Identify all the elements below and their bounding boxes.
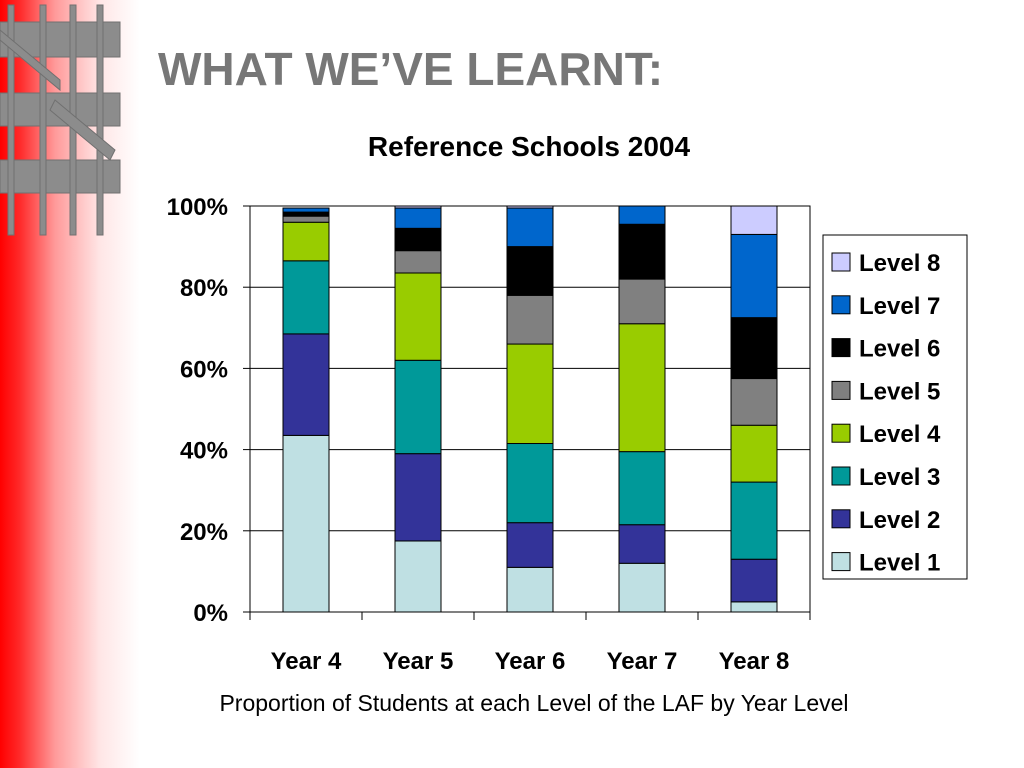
legend-swatch <box>831 466 851 486</box>
bar-segment <box>282 211 330 217</box>
legend-label: Level 5 <box>859 378 940 405</box>
bar-segment <box>506 522 554 568</box>
bar-segment <box>730 233 778 319</box>
slide-title: WHAT WE’VE LEARNT: <box>158 43 664 95</box>
legend-swatch <box>831 338 851 358</box>
bar-segment <box>394 540 442 613</box>
legend-swatch <box>831 509 851 529</box>
bar-segment <box>618 323 666 453</box>
bar-segment <box>730 378 778 426</box>
legend-swatch <box>831 423 851 443</box>
bar-segment <box>730 205 778 235</box>
bar-segment <box>618 524 666 564</box>
bar-segment <box>282 221 330 262</box>
x-tick-label: Year 7 <box>607 648 678 675</box>
bar-segment <box>506 443 554 524</box>
y-tick-label: 20% <box>180 519 228 546</box>
bar-segment <box>282 215 330 223</box>
bar-segment <box>730 424 778 483</box>
y-tick-label: 80% <box>180 275 228 302</box>
y-tick-label: 60% <box>180 356 228 383</box>
legend-label: Level 8 <box>859 250 940 277</box>
plot-area-frame <box>249 205 811 613</box>
bar-segment <box>282 434 330 613</box>
bar-segment <box>394 453 442 542</box>
bar-segment <box>618 278 666 325</box>
legend-swatch <box>831 552 851 572</box>
bar-segment <box>730 317 778 380</box>
bar-segment <box>506 207 554 248</box>
bars <box>282 205 778 613</box>
bar-segment <box>618 223 666 280</box>
y-tick-label: 40% <box>180 438 228 465</box>
legend-label: Level 3 <box>859 464 940 491</box>
bar-segment <box>506 343 554 445</box>
bar-segment <box>394 250 442 274</box>
bar-segment <box>730 558 778 603</box>
legend-label: Level 7 <box>859 293 940 320</box>
bar-segment <box>394 272 442 361</box>
bar-segment <box>506 294 554 345</box>
x-tick-label: Year 6 <box>495 648 566 675</box>
bar-segment <box>394 359 442 455</box>
legend-swatch <box>831 380 851 400</box>
bar-segment <box>506 246 554 296</box>
bar-segment <box>282 333 330 436</box>
x-tick-label: Year 4 <box>271 648 342 675</box>
chart-title: Reference Schools 2004 <box>368 131 691 162</box>
axes: 0% 20% 40% 60% 80% 100% Year 4 Year 5 Year 6 Year… <box>167 194 811 675</box>
bar-segment <box>506 566 554 613</box>
x-tick-label: Year 8 <box>719 648 790 675</box>
bar-segment <box>730 481 778 560</box>
bar-segment <box>618 205 666 225</box>
legend: Level 8 Level 7 Level 6 Level 5 Level 4 Level… <box>822 234 968 580</box>
bar-segment <box>394 227 442 252</box>
bar-segment <box>394 207 442 229</box>
bar-segment <box>730 601 778 613</box>
chart-caption: Proportion of Students at each Level of … <box>219 690 849 716</box>
legend-swatch <box>831 295 851 315</box>
y-tick-label: 100% <box>167 194 228 221</box>
legend-label: Level 6 <box>859 336 940 363</box>
bar-segment <box>282 207 330 213</box>
bar-segment <box>618 562 666 613</box>
decorative-pillars-graphic <box>0 4 121 236</box>
x-tick-label: Year 5 <box>383 648 454 675</box>
legend-label: Level 1 <box>859 550 940 577</box>
legend-label: Level 2 <box>859 507 940 534</box>
bar-segment <box>282 260 330 335</box>
y-tick-label: 0% <box>193 600 228 627</box>
legend-swatch <box>831 252 851 272</box>
legend-label: Level 4 <box>859 421 941 448</box>
bar-segment <box>618 451 666 526</box>
